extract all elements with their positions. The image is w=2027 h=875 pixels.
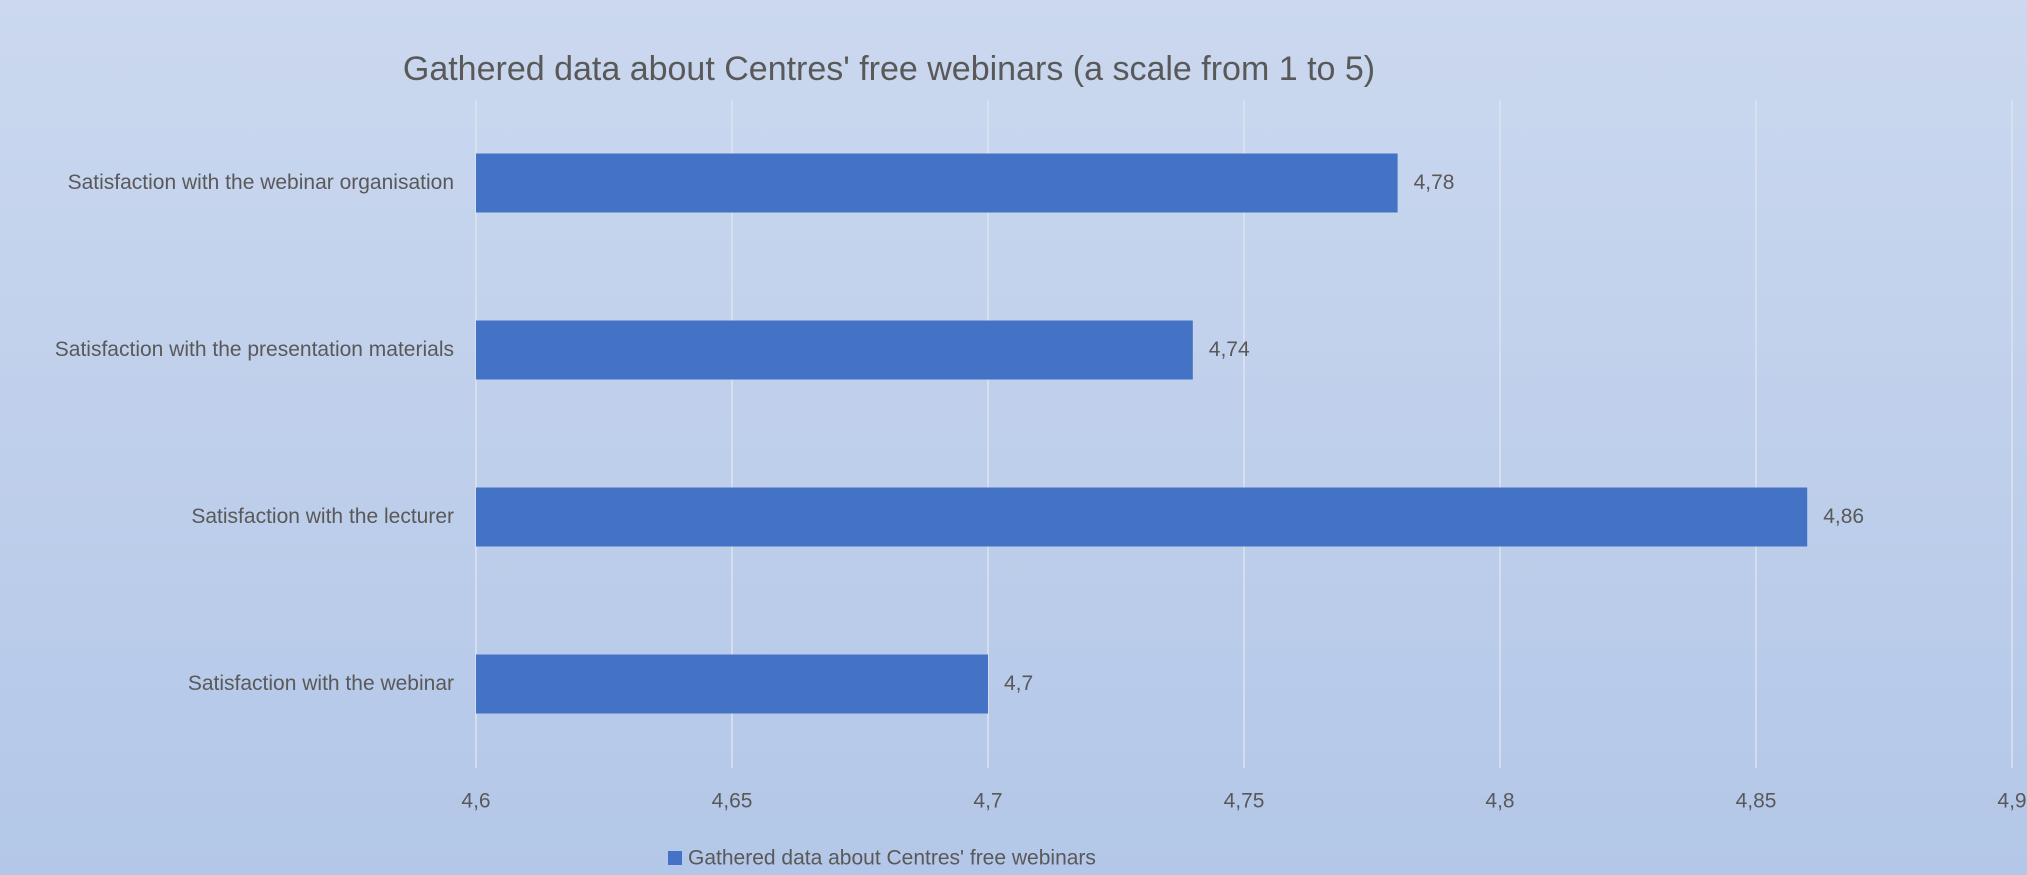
bar: [476, 153, 1398, 213]
x-tick-label: 4,6: [461, 790, 490, 813]
bar: [476, 654, 988, 714]
x-tick-label: 4,75: [1224, 790, 1265, 813]
x-tick-label: 4,9: [1997, 790, 2026, 813]
y-tick-label: Satisfaction with the presentation mater…: [55, 338, 454, 361]
y-tick-label: Satisfaction with the webinar: [188, 672, 454, 695]
x-tick-label: 4,65: [712, 790, 753, 813]
legend-label: Gathered data about Centres' free webina…: [688, 847, 1096, 870]
value-label: 4,74: [1209, 338, 1250, 361]
chart-title: Gathered data about Centres' free webina…: [403, 50, 1375, 88]
bar: [476, 320, 1193, 380]
value-label: 4,86: [1823, 505, 1864, 528]
value-label: 4,78: [1414, 171, 1455, 194]
y-tick-label: Satisfaction with the webinar organisati…: [68, 171, 454, 194]
x-tick-label: 4,7: [973, 790, 1002, 813]
y-tick-label: Satisfaction with the lecturer: [191, 505, 454, 528]
x-tick-label: 4,8: [1485, 790, 1514, 813]
value-label: 4,7: [1004, 672, 1033, 695]
x-tick-label: 4,85: [1736, 790, 1777, 813]
legend-swatch: [668, 851, 682, 865]
bar: [476, 487, 1808, 547]
